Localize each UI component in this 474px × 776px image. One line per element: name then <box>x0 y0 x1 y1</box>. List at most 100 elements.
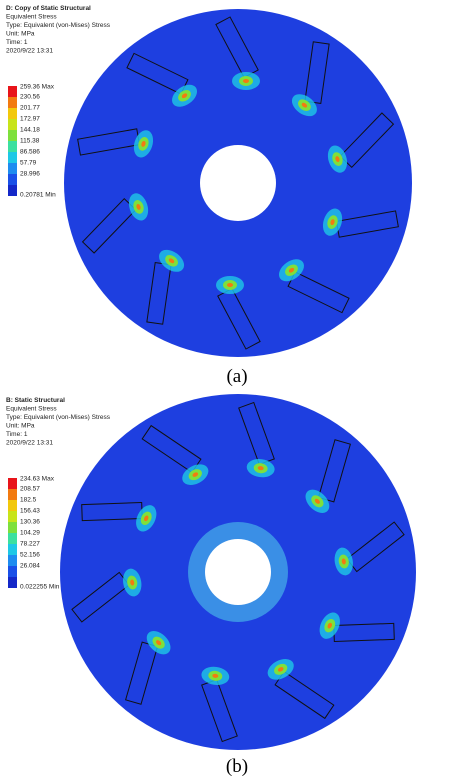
stress-hot <box>288 267 295 273</box>
legend-label: 234.63 Max <box>20 476 55 483</box>
slot <box>319 612 395 642</box>
legend-swatch <box>8 174 17 185</box>
header-line: B: Static Structural <box>6 397 65 404</box>
legend-swatch <box>8 141 17 152</box>
slot <box>146 249 185 325</box>
legend-label: 208.57 <box>20 486 40 493</box>
legend-swatch <box>8 478 17 489</box>
legend-label: 156.43 <box>20 508 40 515</box>
slot <box>141 424 209 485</box>
stress-hot <box>277 667 284 672</box>
legend-swatch <box>8 544 17 555</box>
stress-hot <box>327 622 332 629</box>
legend-swatch <box>8 522 17 533</box>
stress-hot <box>335 156 340 163</box>
stress-hot <box>243 79 249 83</box>
stress-plot <box>64 9 412 357</box>
legend-swatch <box>8 533 17 544</box>
legend-swatch <box>8 566 17 577</box>
slot <box>81 502 157 532</box>
legend-swatch <box>8 577 17 588</box>
caption: (b) <box>226 756 248 776</box>
legend-label: 0.022255 Min <box>20 584 60 591</box>
slot <box>305 439 351 513</box>
slot <box>71 568 142 623</box>
slot <box>216 276 261 350</box>
stress-hot <box>168 258 175 264</box>
legend-label: 172.97 <box>20 116 40 123</box>
legend-swatch <box>8 86 17 97</box>
slot <box>126 52 198 107</box>
stress-hot <box>192 472 199 477</box>
stress-hot <box>341 558 346 565</box>
slot <box>125 631 171 705</box>
header-line: Unit: MPa <box>6 423 35 430</box>
slot <box>81 193 149 254</box>
stress-hot <box>257 466 264 471</box>
stress-hot <box>136 203 141 210</box>
legend-label: 130.36 <box>20 519 40 526</box>
legend-swatch <box>8 152 17 163</box>
legend-label: 52.156 <box>20 552 40 559</box>
legend-label: 144.18 <box>20 127 40 134</box>
legend-swatch <box>8 555 17 566</box>
header-line: Equivalent Stress <box>6 406 57 413</box>
header-line: 2020/9/22 13:31 <box>6 48 53 55</box>
slot <box>278 259 350 314</box>
stress-hot <box>181 93 188 99</box>
slot <box>201 666 238 743</box>
slot <box>327 112 395 173</box>
legend-swatch <box>8 185 17 196</box>
header-line: Type: Equivalent (von-Mises) Stress <box>6 22 111 29</box>
legend-label: 115.38 <box>20 138 40 145</box>
header-line: Equivalent Stress <box>6 14 57 21</box>
panel: B: Static Structural Equivalent StressTyp… <box>6 394 416 776</box>
stress-hot <box>156 640 162 646</box>
legend-swatch <box>8 119 17 130</box>
stress-hot <box>212 673 219 678</box>
header-line: D: Copy of Static Structural <box>6 5 91 12</box>
panel: D: Copy of Static Structural Equivalent S… <box>6 5 412 387</box>
legend-label: 0.20781 Min <box>20 192 56 199</box>
slot <box>322 208 399 238</box>
header-line: Time: 1 <box>6 39 28 46</box>
legend-label: 57.79 <box>20 160 37 167</box>
header-line: Unit: MPa <box>6 31 35 38</box>
legend-label: 201.77 <box>20 105 40 112</box>
header-line: Type: Equivalent (von-Mises) Stress <box>6 414 111 421</box>
legend-label: 78.227 <box>20 541 40 548</box>
hole <box>205 539 271 605</box>
legend-swatch <box>8 108 17 119</box>
legend-swatch <box>8 511 17 522</box>
legend-label: 182.5 <box>20 497 37 504</box>
slot <box>215 16 260 90</box>
header-line: Time: 1 <box>6 431 28 438</box>
slot <box>267 659 335 720</box>
legend-label: 104.29 <box>20 530 40 537</box>
legend-swatch <box>8 489 17 500</box>
stress-hot <box>314 498 320 504</box>
stress-hot <box>141 140 146 147</box>
slot <box>238 401 275 478</box>
stress-plot <box>60 394 416 750</box>
hole <box>200 145 276 221</box>
legend-swatch <box>8 97 17 108</box>
slot <box>291 41 330 117</box>
legend-swatch <box>8 163 17 174</box>
legend-swatch <box>8 500 17 511</box>
legend-label: 259.36 Max <box>20 84 55 91</box>
stress-hot <box>144 515 149 522</box>
stress-hot <box>130 579 135 586</box>
caption: (a) <box>226 366 247 387</box>
legend-label: 26.084 <box>20 563 40 570</box>
legend-label: 28.996 <box>20 171 40 178</box>
header-line: 2020/9/22 13:31 <box>6 440 53 447</box>
slot <box>77 128 154 158</box>
legend-swatch <box>8 130 17 141</box>
stress-hot <box>227 283 233 287</box>
stress-hot <box>301 102 308 108</box>
legend-label: 86.586 <box>20 149 40 156</box>
slot <box>334 521 405 576</box>
stress-hot <box>330 219 335 226</box>
